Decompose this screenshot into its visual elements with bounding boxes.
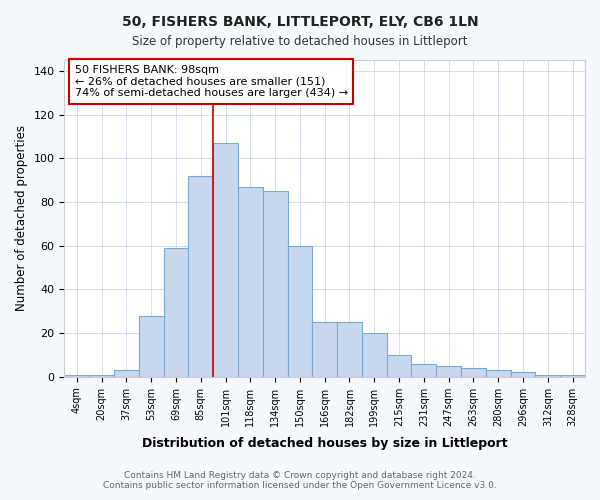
Bar (412, 364, 436, 377)
Bar (238, 186, 263, 377)
Bar (535, 374, 560, 377)
Bar (114, 370, 139, 377)
Bar (362, 333, 386, 377)
Bar (213, 143, 238, 377)
Bar (64, 374, 89, 377)
Text: 50, FISHERS BANK, LITTLEPORT, ELY, CB6 1LN: 50, FISHERS BANK, LITTLEPORT, ELY, CB6 1… (122, 15, 478, 29)
Bar (188, 176, 213, 377)
Y-axis label: Number of detached properties: Number of detached properties (15, 126, 28, 312)
Bar (263, 191, 287, 377)
X-axis label: Distribution of detached houses by size in Littleport: Distribution of detached houses by size … (142, 437, 508, 450)
Bar (511, 372, 535, 377)
Bar (486, 370, 511, 377)
Text: Size of property relative to detached houses in Littleport: Size of property relative to detached ho… (132, 35, 468, 48)
Bar (287, 246, 313, 377)
Bar (461, 368, 486, 377)
Text: Contains HM Land Registry data © Crown copyright and database right 2024.
Contai: Contains HM Land Registry data © Crown c… (103, 470, 497, 490)
Bar (164, 248, 188, 377)
Bar (337, 322, 362, 377)
Bar (386, 355, 412, 377)
Bar (89, 374, 114, 377)
Text: 50 FISHERS BANK: 98sqm
← 26% of detached houses are smaller (151)
74% of semi-de: 50 FISHERS BANK: 98sqm ← 26% of detached… (75, 65, 348, 98)
Bar (436, 366, 461, 377)
Bar (313, 322, 337, 377)
Bar (560, 374, 585, 377)
Bar (139, 316, 164, 377)
